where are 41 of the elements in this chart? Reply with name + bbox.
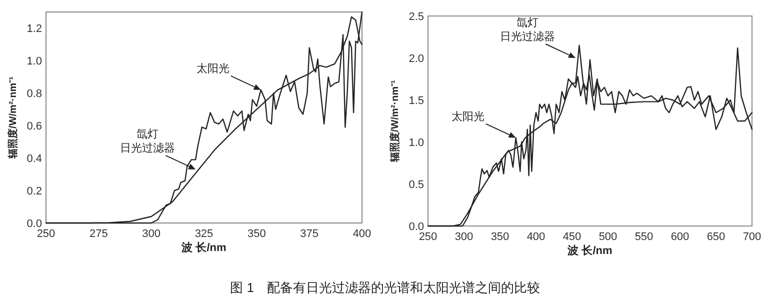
x-tick-label: 350 <box>247 228 266 240</box>
x-tick-label: 350 <box>490 231 510 243</box>
y-tick-label: 1.0 <box>26 56 42 68</box>
annotation: 氙灯 <box>136 128 159 140</box>
x-tick-label: 325 <box>194 228 214 240</box>
y-tick-label: 2.5 <box>408 11 424 23</box>
y-tick-label: 0.2 <box>26 186 42 198</box>
y-axis-title: 辐照度/W/m²·nm⁻¹ <box>389 79 401 163</box>
y-tick-label: 2.0 <box>408 53 424 65</box>
x-tick-label: 450 <box>562 231 582 243</box>
x-tick-label: 700 <box>742 231 762 243</box>
annotation: 日光过滤器 <box>500 30 556 43</box>
y-tick-label: 0.8 <box>26 88 42 100</box>
annotation: 氙灯 <box>516 17 539 29</box>
x-tick-label: 650 <box>706 231 726 243</box>
x-tick-label: 250 <box>36 228 56 240</box>
y-tick-label: 0.5 <box>408 179 424 191</box>
x-tick-label: 500 <box>598 231 618 243</box>
caption: 图 1 配备有日光过滤器的光谱和太阳光谱之间的比较 <box>230 280 540 295</box>
x-tick-label: 275 <box>89 228 108 240</box>
x-tick-label: 250 <box>418 231 438 243</box>
x-tick-label: 600 <box>670 231 690 243</box>
annotation: 太阳光 <box>451 110 484 123</box>
y-tick-label: 1.5 <box>408 95 424 107</box>
y-tick-label: 0.6 <box>26 120 42 133</box>
x-axis-title: 波 长/nm <box>566 244 613 257</box>
annotation: 太阳光 <box>196 62 230 75</box>
y-axis-title: 辐照度/W/m²·nm⁻¹ <box>7 76 19 160</box>
x-tick-label: 300 <box>142 228 161 240</box>
y-tick-label: 1.0 <box>408 137 424 149</box>
y-tick-label: 0.0 <box>26 218 42 230</box>
x-tick-label: 400 <box>352 228 372 240</box>
x-tick-label: 400 <box>526 231 546 243</box>
x-axis-title: 波 长/nm <box>180 241 227 254</box>
y-tick-label: 1.2 <box>26 23 42 36</box>
y-tick-label: 0.0 <box>408 221 424 233</box>
x-tick-label: 375 <box>300 228 319 240</box>
x-tick-label: 550 <box>634 231 654 243</box>
annotation: 日光过滤器 <box>120 141 176 154</box>
y-tick-label: 0.4 <box>26 153 42 166</box>
x-tick-label: 300 <box>454 231 474 243</box>
